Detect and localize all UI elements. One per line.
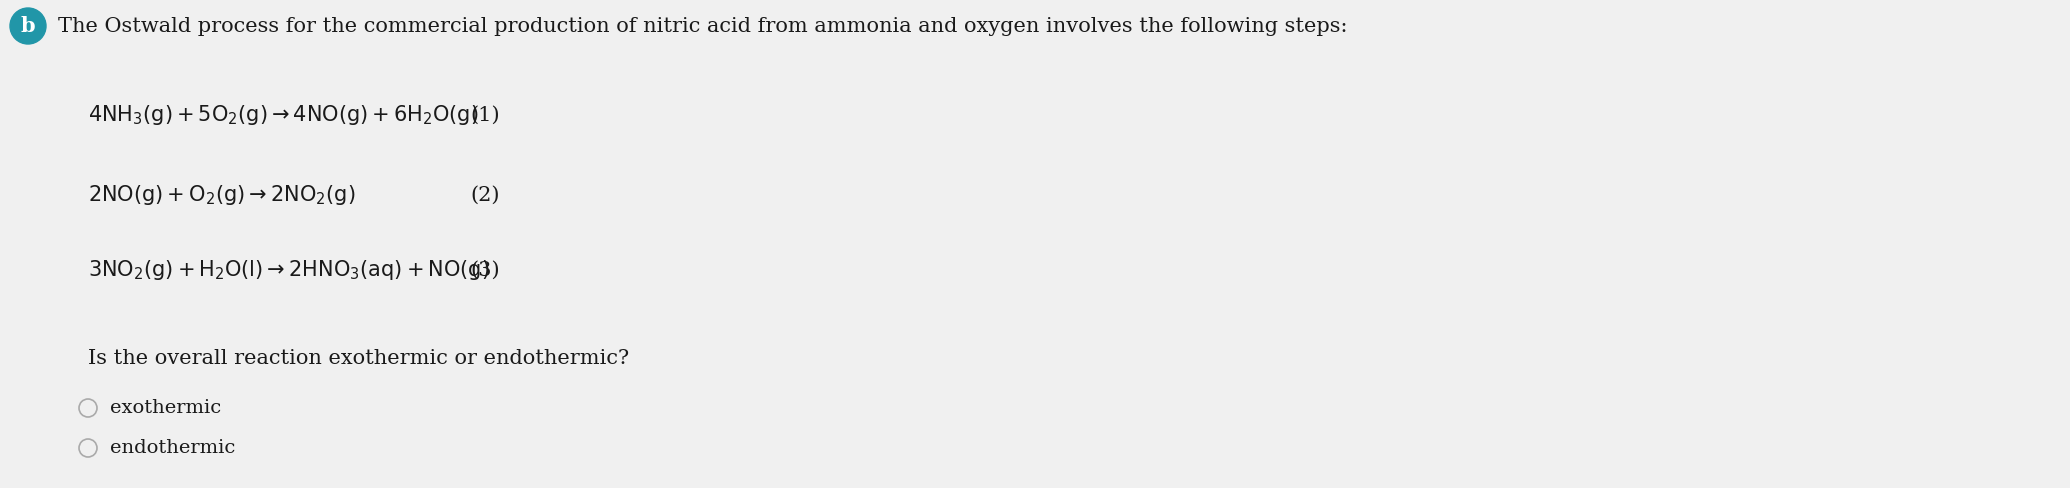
Text: exothermic: exothermic [110, 399, 221, 417]
Text: $\mathdefault{2NO(g) + O_2(g) \rightarrow 2NO_2(g)}$: $\mathdefault{2NO(g) + O_2(g) \rightarro… [89, 183, 356, 207]
Text: (1): (1) [470, 105, 499, 124]
Text: The Ostwald process for the commercial production of nitric acid from ammonia an: The Ostwald process for the commercial p… [58, 17, 1348, 36]
Text: (3): (3) [470, 261, 499, 280]
Text: $\mathdefault{3NO_2(g) + H_2O(l) \rightarrow 2HNO_3(aq) + NO(g)}$: $\mathdefault{3NO_2(g) + H_2O(l) \righta… [89, 258, 489, 282]
Text: $\mathdefault{4NH_3(g) + 5O_2(g) \rightarrow 4NO(g) + 6H_2O(g)}$: $\mathdefault{4NH_3(g) + 5O_2(g) \righta… [89, 103, 478, 127]
Ellipse shape [10, 8, 46, 44]
Text: b: b [21, 16, 35, 36]
Text: endothermic: endothermic [110, 439, 236, 457]
Text: Is the overall reaction exothermic or endothermic?: Is the overall reaction exothermic or en… [89, 348, 629, 367]
Text: (2): (2) [470, 185, 499, 204]
